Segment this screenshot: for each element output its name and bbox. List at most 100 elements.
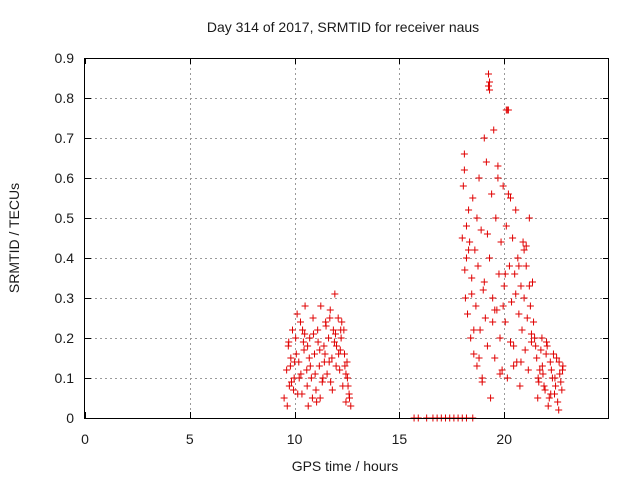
data-point — [462, 222, 470, 230]
data-point — [337, 334, 345, 342]
y-tick-label: 0.8 — [55, 90, 75, 106]
chart-title: Day 314 of 2017, SRMTID for receiver nau… — [207, 19, 479, 35]
data-point — [511, 270, 519, 278]
data-point — [287, 378, 295, 386]
data-point — [521, 346, 529, 354]
data-point — [300, 346, 308, 354]
data-point — [501, 318, 509, 326]
data-point — [344, 382, 352, 390]
data-point — [516, 382, 524, 390]
data-point — [311, 350, 319, 358]
y-tick-labels: 0 0.1 0.2 0.3 0.4 0.5 0.6 0.7 0.8 0.9 — [55, 50, 75, 426]
data-point — [500, 282, 508, 290]
data-point — [558, 386, 566, 394]
data-point — [293, 310, 301, 318]
data-point — [328, 354, 336, 362]
data-point — [546, 358, 554, 366]
data-point — [509, 234, 517, 242]
y-tick-label: 0.5 — [55, 210, 75, 226]
data-point — [522, 262, 530, 270]
data-point — [291, 358, 299, 366]
data-point — [469, 194, 477, 202]
data-point — [481, 314, 489, 322]
data-point — [505, 262, 513, 270]
data-point — [283, 402, 291, 410]
data-point — [295, 374, 303, 382]
data-point — [315, 362, 323, 370]
data-point — [313, 398, 321, 406]
data-point — [496, 370, 504, 378]
data-point — [306, 334, 314, 342]
data-point — [336, 366, 344, 374]
data-point — [321, 350, 329, 358]
data-point — [459, 182, 467, 190]
data-point — [292, 350, 300, 358]
data-point — [470, 350, 478, 358]
y-tick-label: 0.3 — [55, 290, 75, 306]
data-point — [289, 326, 297, 334]
data-point — [474, 262, 482, 270]
data-point — [309, 314, 317, 322]
data-point — [347, 402, 355, 410]
data-point — [480, 278, 488, 286]
data-point — [334, 314, 342, 322]
data-point — [336, 346, 344, 354]
data-point — [544, 402, 552, 410]
data-point — [314, 326, 322, 334]
data-point — [527, 338, 535, 346]
data-point — [492, 214, 500, 222]
data-point — [301, 330, 309, 338]
data-point — [287, 354, 295, 362]
data-point — [547, 390, 555, 398]
data-point — [555, 406, 563, 414]
data-point — [466, 238, 474, 246]
data-point — [316, 346, 324, 354]
y-tick-label: 0.7 — [55, 130, 75, 146]
data-point — [496, 334, 504, 342]
data-point — [342, 370, 350, 378]
data-point — [518, 326, 526, 334]
data-point — [296, 318, 304, 326]
data-point — [322, 322, 330, 330]
y-tick-label: 0.1 — [55, 370, 75, 386]
x-tick-label: 20 — [496, 431, 512, 447]
x-tick-label: 0 — [81, 431, 89, 447]
data-point — [514, 254, 522, 262]
data-point — [341, 362, 349, 370]
data-point — [346, 394, 354, 402]
data-point — [543, 338, 551, 346]
data-point — [503, 374, 511, 382]
data-points — [280, 70, 567, 422]
data-point — [307, 374, 315, 382]
data-point — [530, 318, 538, 326]
data-point — [488, 190, 496, 198]
data-point — [499, 302, 507, 310]
y-tick-label: 0.4 — [55, 250, 75, 266]
data-point — [462, 254, 470, 262]
data-point — [460, 166, 468, 174]
data-point — [484, 70, 492, 78]
data-point — [520, 246, 528, 254]
data-point — [297, 370, 305, 378]
data-point — [487, 394, 495, 402]
data-point — [551, 374, 559, 382]
data-point — [478, 374, 486, 382]
data-point — [491, 354, 499, 362]
data-point — [283, 366, 291, 374]
data-point — [522, 242, 530, 250]
data-point — [554, 398, 562, 406]
data-point — [534, 374, 542, 382]
data-point — [331, 330, 339, 338]
data-point — [342, 398, 350, 406]
data-point — [294, 390, 302, 398]
data-point — [486, 254, 494, 262]
data-point — [482, 158, 490, 166]
data-point — [483, 230, 491, 238]
x-tick-labels: 0 5 10 15 20 — [81, 431, 512, 447]
data-point — [506, 338, 514, 346]
data-point — [320, 342, 328, 350]
data-point — [480, 134, 488, 142]
data-point — [556, 370, 564, 378]
x-axis-label: GPS time / hours — [292, 458, 399, 474]
data-point — [497, 238, 505, 246]
